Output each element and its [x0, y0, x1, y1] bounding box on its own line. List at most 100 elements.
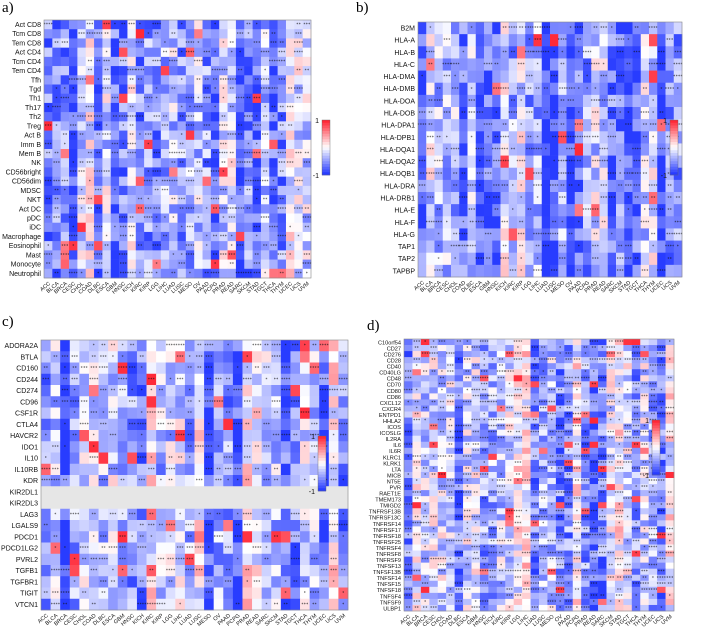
heatmap-cell	[185, 158, 195, 168]
heatmap-cell	[232, 463, 243, 476]
heatmap-cell	[649, 179, 658, 193]
heatmap-cell	[640, 471, 649, 479]
significance-mark: *	[265, 377, 268, 382]
colorbar-segment	[322, 120, 330, 124]
heatmap-cell	[88, 362, 99, 375]
heatmap-cell	[52, 102, 61, 113]
heatmap-cell	[547, 435, 557, 443]
heatmap-cell	[277, 185, 287, 196]
heatmap-cell	[227, 259, 237, 270]
heatmap-cell	[589, 345, 599, 352]
significance-mark: ***	[270, 41, 278, 46]
heatmap-cell	[404, 405, 413, 412]
heatmap-cell	[539, 387, 548, 394]
heatmap-cell	[169, 56, 178, 67]
heatmap-cell	[426, 82, 435, 96]
column-labels: ACCBLCABRCACESCCHOLCOADDLBCESCAGBMHNSCKI…	[413, 280, 682, 295]
heatmap-cell	[550, 143, 559, 156]
significance-mark: ***	[61, 243, 69, 248]
significance-mark: *	[611, 232, 614, 237]
heatmap-cell	[631, 375, 641, 382]
heatmap-cell	[607, 155, 617, 169]
significance-mark: ***	[666, 38, 674, 43]
heatmap-cell	[260, 130, 270, 141]
heatmap-cell	[517, 143, 526, 156]
significance-mark: ***	[548, 400, 556, 405]
heatmap-cell	[88, 553, 99, 566]
heatmap-cell	[616, 119, 625, 132]
significance-mark: *	[64, 87, 67, 92]
heatmap-cell	[252, 463, 262, 476]
heatmap-cell	[60, 542, 71, 555]
significance-mark: ***	[340, 433, 348, 438]
heatmap-cell	[88, 565, 99, 577]
heatmap-cell	[160, 84, 170, 95]
significance-mark: ****	[281, 388, 291, 393]
heatmap-cell	[484, 107, 493, 120]
heatmap-cell	[505, 393, 514, 400]
heatmap-cell	[591, 82, 600, 96]
heatmap-cell	[219, 139, 228, 150]
significance-mark: ***	[45, 179, 53, 184]
heatmap-cell	[547, 351, 557, 358]
heatmap-cell	[77, 130, 87, 141]
heatmap-cell	[589, 459, 599, 467]
heatmap-cell	[328, 362, 339, 375]
heatmap-cell	[500, 155, 510, 169]
heatmap-cell	[119, 204, 128, 214]
heatmap-cells: ****************************************…	[43, 20, 312, 279]
heatmap-cell	[665, 405, 675, 412]
heatmap-cell	[640, 131, 650, 144]
significance-mark: ***	[234, 534, 242, 539]
heatmap-cell	[640, 387, 649, 394]
significance-mark: ***	[413, 340, 421, 345]
heatmap-cell	[505, 429, 514, 437]
heatmap-cell	[459, 22, 468, 35]
significance-mark: ***	[120, 262, 128, 267]
heatmap-cell	[484, 70, 493, 84]
significance-mark: ****	[227, 133, 237, 138]
heatmap-cell	[589, 508, 599, 515]
significance-mark: ****	[51, 478, 61, 483]
heatmap-cell	[459, 46, 468, 59]
heatmap-cell	[624, 143, 633, 156]
heatmap-cell	[219, 231, 228, 242]
significance-mark: ***	[148, 467, 156, 472]
heatmap-cell	[261, 351, 272, 363]
heatmap-cell	[260, 167, 270, 177]
heatmap-cell	[94, 20, 103, 30]
heatmap-cell	[165, 385, 176, 397]
heatmap-cell	[508, 46, 518, 59]
heatmap-cell	[328, 576, 339, 588]
heatmap-cell	[79, 362, 90, 375]
significance-mark: ***	[52, 591, 60, 596]
heatmap-cell	[459, 204, 468, 217]
significance-mark: ***	[421, 352, 429, 357]
significance-mark: **	[229, 262, 234, 267]
significance-mark: ****	[673, 62, 683, 67]
heatmap-cell	[260, 149, 270, 159]
significance-mark: ****	[648, 26, 658, 31]
heatmap-cell	[623, 393, 633, 400]
heatmap-cell	[290, 340, 301, 352]
heatmap-cell	[539, 411, 548, 418]
heatmap-cell	[88, 430, 99, 442]
row-label: HLA-G	[394, 232, 415, 239]
significance-mark: **	[246, 188, 251, 193]
heatmap-cell	[271, 452, 282, 465]
significance-mark: **	[499, 364, 504, 369]
significance-mark: **	[600, 442, 605, 447]
significance-mark: **	[279, 197, 284, 202]
heatmap-cell	[665, 375, 675, 382]
heatmap-cell	[136, 520, 147, 532]
significance-mark: *	[553, 159, 556, 164]
significance-mark: ***	[157, 411, 165, 416]
heatmap-cell	[85, 250, 95, 260]
significance-mark: **	[104, 243, 109, 248]
heatmap-cell	[446, 447, 455, 455]
heatmap-cell	[102, 259, 112, 270]
heatmap-cell	[223, 565, 234, 577]
heatmap-cell	[574, 70, 584, 84]
heatmap-cell	[426, 252, 435, 266]
significance-mark: **	[519, 220, 524, 225]
